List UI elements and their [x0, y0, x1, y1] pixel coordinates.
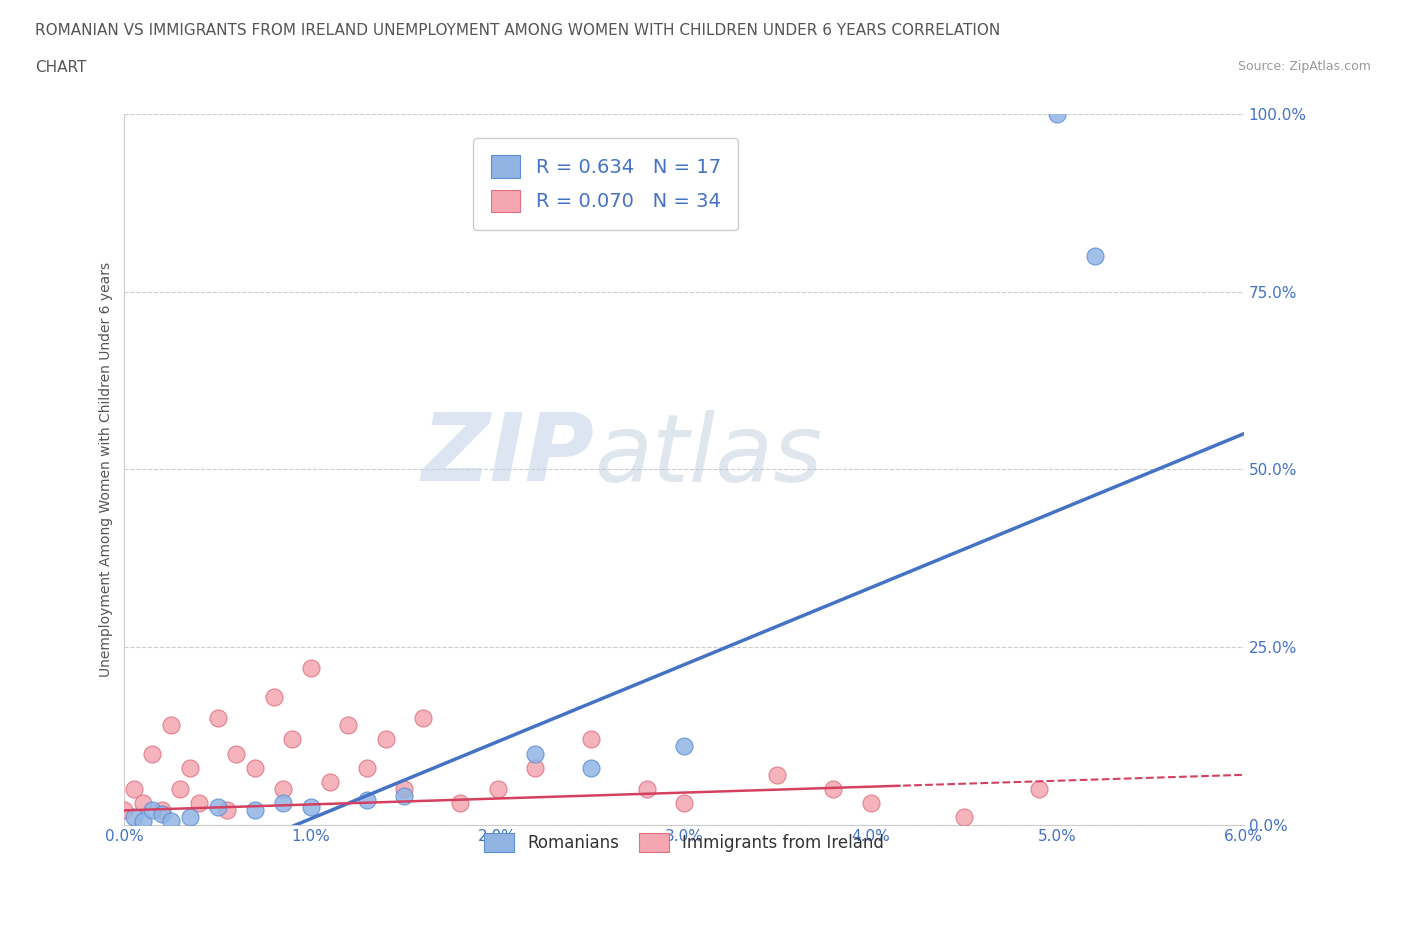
Point	[523, 746, 546, 761]
Point	[150, 806, 173, 821]
Point	[271, 796, 294, 811]
Point	[766, 767, 789, 782]
Point	[486, 781, 509, 796]
Point	[579, 761, 602, 776]
Point	[579, 732, 602, 747]
Point	[673, 796, 696, 811]
Point	[207, 800, 229, 815]
Point	[217, 803, 239, 817]
Point	[132, 796, 155, 811]
Point	[225, 746, 247, 761]
Point	[356, 792, 378, 807]
Point	[114, 803, 136, 817]
Point	[188, 796, 211, 811]
Point	[207, 711, 229, 725]
Point	[243, 803, 266, 817]
Y-axis label: Unemployment Among Women with Children Under 6 years: Unemployment Among Women with Children U…	[100, 261, 114, 677]
Text: ZIP: ZIP	[422, 409, 595, 501]
Point	[394, 789, 416, 804]
Text: Source: ZipAtlas.com: Source: ZipAtlas.com	[1237, 60, 1371, 73]
Point	[394, 781, 416, 796]
Point	[449, 796, 471, 811]
Point	[160, 718, 183, 733]
Point	[263, 689, 285, 704]
Point	[160, 814, 183, 829]
Point	[673, 739, 696, 754]
Point	[412, 711, 434, 725]
Point	[1083, 248, 1105, 263]
Point	[523, 761, 546, 776]
Text: atlas: atlas	[595, 409, 823, 500]
Point	[299, 661, 322, 676]
Text: ROMANIAN VS IMMIGRANTS FROM IRELAND UNEMPLOYMENT AMONG WOMEN WITH CHILDREN UNDER: ROMANIAN VS IMMIGRANTS FROM IRELAND UNEM…	[35, 23, 1001, 38]
Point	[179, 810, 201, 825]
Point	[271, 781, 294, 796]
Point	[243, 761, 266, 776]
Point	[281, 732, 304, 747]
Legend: Romanians, Immigrants from Ireland: Romanians, Immigrants from Ireland	[477, 826, 891, 859]
Point	[636, 781, 658, 796]
Point	[141, 746, 163, 761]
Point	[122, 810, 145, 825]
Point	[122, 781, 145, 796]
Point	[169, 781, 191, 796]
Point	[337, 718, 360, 733]
Point	[318, 775, 340, 790]
Point	[141, 803, 163, 817]
Point	[1046, 107, 1069, 122]
Point	[1028, 781, 1050, 796]
Point	[953, 810, 976, 825]
Point	[374, 732, 396, 747]
Point	[356, 761, 378, 776]
Point	[150, 803, 173, 817]
Text: CHART: CHART	[35, 60, 87, 75]
Point	[299, 800, 322, 815]
Point	[132, 814, 155, 829]
Point	[823, 781, 845, 796]
Point	[859, 796, 882, 811]
Point	[179, 761, 201, 776]
